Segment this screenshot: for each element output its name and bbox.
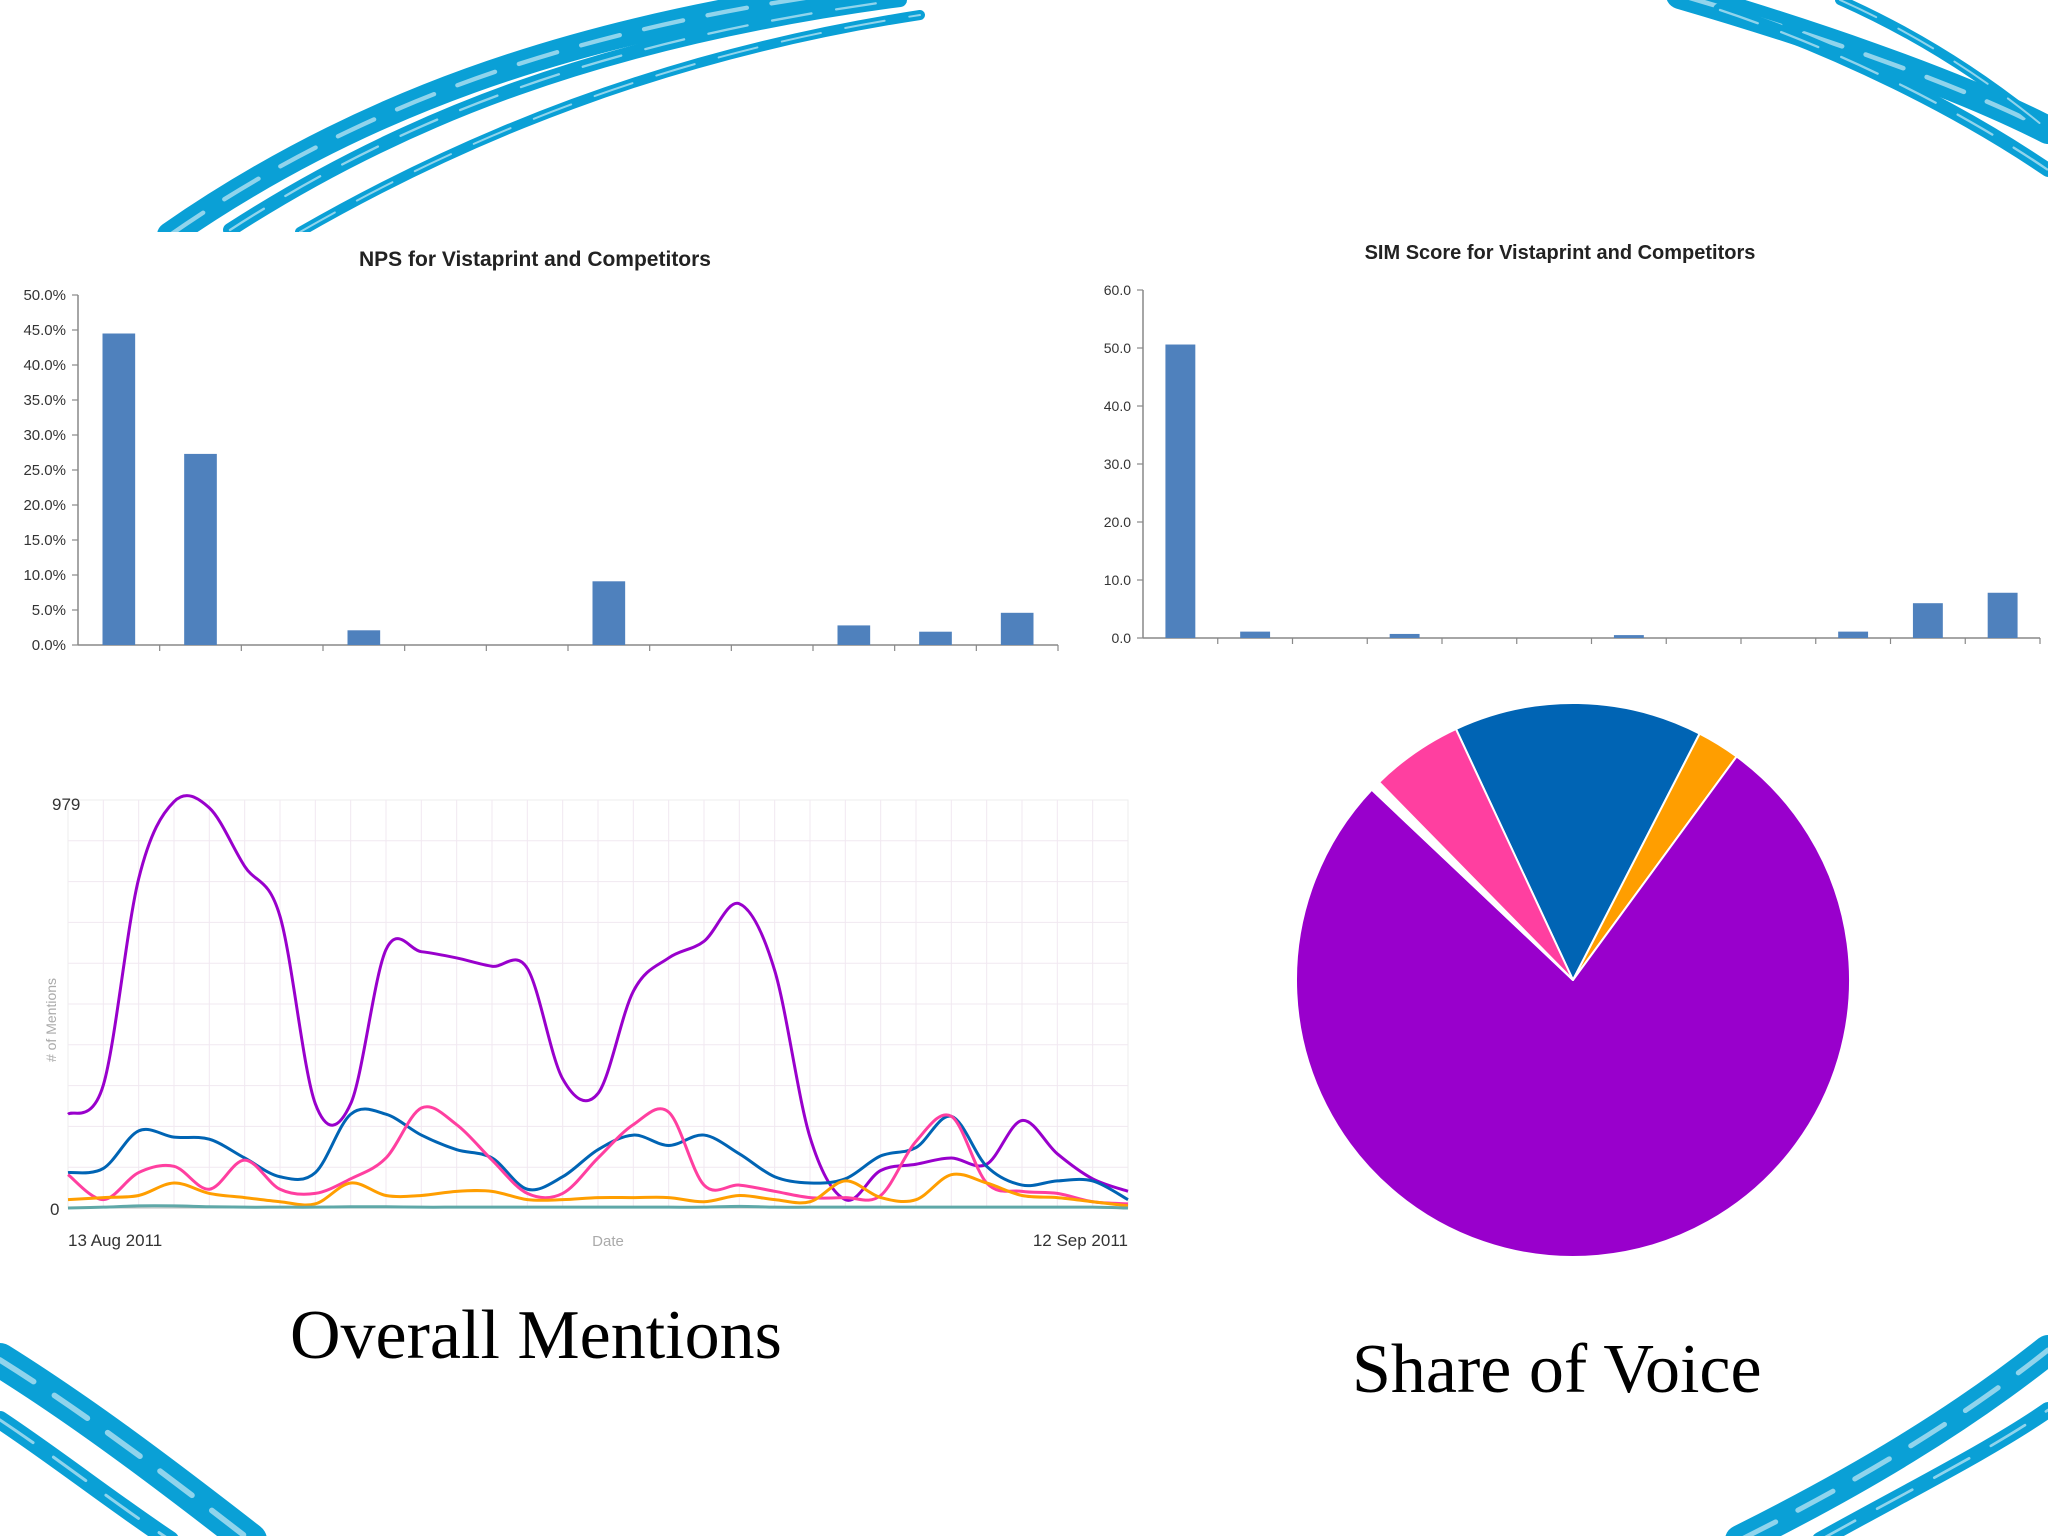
bar	[184, 453, 217, 645]
share-of-voice-pie-chart	[1295, 702, 1851, 1258]
brush-highlight	[1824, 1408, 2048, 1536]
pie-slice-blue	[1454, 702, 1701, 981]
y-tick-label: 40.0%	[23, 357, 66, 374]
series-line-teal	[67, 1204, 1129, 1210]
y-axis-label: # of Mentions	[43, 978, 59, 1062]
overall-mentions-caption: Overall Mentions	[290, 1297, 782, 1374]
x-start-label: 13 Aug 2011	[68, 1231, 162, 1250]
y-tick-label: 50.0%	[23, 287, 66, 304]
series-line-orange	[67, 1172, 1129, 1208]
y-tick-label: 20.0	[1104, 514, 1131, 530]
y-max-label: 979	[52, 795, 80, 814]
bar	[592, 581, 626, 645]
bar	[347, 630, 381, 645]
y-tick-label: 45.0%	[23, 322, 66, 339]
bar	[102, 333, 136, 645]
y-tick-label: 20.0%	[23, 497, 66, 514]
y-min-label: 0	[50, 1200, 59, 1219]
bar	[1987, 592, 2018, 638]
brush-stroke	[1713, 3, 2048, 177]
bar	[1912, 603, 1943, 638]
brush-highlight	[1688, 0, 2048, 133]
brush-highlight	[1839, 0, 2048, 131]
brush-highlight	[299, 14, 921, 233]
y-tick-label: 60.0	[1104, 282, 1131, 298]
brush-stroke	[1725, 1335, 2048, 1536]
mentions-line-chart: 979 0 # of Mentions 13 Aug 2011 Date 12 …	[43, 794, 1129, 1250]
y-tick-label: 40.0	[1104, 398, 1131, 414]
y-tick-label: 5.0%	[32, 602, 66, 619]
y-tick-label: 0.0	[1112, 630, 1132, 646]
brush-highlight	[0, 1418, 167, 1536]
y-tick-label: 10.0%	[23, 567, 66, 584]
x-axis-label: Date	[592, 1233, 624, 1250]
series-line-purple	[67, 794, 1129, 1202]
brush-highlight	[167, 0, 807, 238]
y-tick-label: 10.0	[1104, 572, 1131, 588]
sim-bar-chart: SIM Score for Vistaprint and Competitors…	[1065, 228, 2048, 658]
y-tick-label: 30.0	[1104, 456, 1131, 472]
y-tick-label: 30.0%	[23, 427, 66, 444]
y-tick-label: 0.0%	[32, 637, 66, 654]
bar	[1165, 344, 1196, 638]
x-end-label: 12 Sep 2011	[1033, 1231, 1128, 1250]
bar	[1389, 633, 1420, 638]
brush-highlight	[228, 0, 902, 232]
sim-chart-title: SIM Score for Vistaprint and Competitors	[1365, 242, 1756, 264]
y-tick-label: 35.0%	[23, 392, 66, 409]
bar	[1838, 631, 1869, 638]
nps-chart-title: NPS for Vistaprint and Competitors	[359, 248, 711, 271]
pie-slice-purple	[1295, 755, 1851, 1258]
pie-slice-pink	[1378, 727, 1574, 981]
y-tick-label: 50.0	[1104, 340, 1131, 356]
brush-highlight	[0, 1357, 250, 1536]
nps-bar-chart: NPS for Vistaprint and Competitors 0.0% 5…	[0, 232, 1070, 662]
bar	[837, 625, 871, 645]
bar	[1000, 612, 1034, 645]
share-of-voice-caption: Share of Voice	[1352, 1331, 1762, 1408]
bar	[919, 631, 952, 645]
y-tick-label: 15.0%	[23, 532, 66, 549]
y-tick-label: 25.0%	[23, 462, 66, 479]
bar	[1240, 631, 1271, 638]
series-line-pink	[67, 1105, 1129, 1206]
bar	[1613, 635, 1644, 638]
